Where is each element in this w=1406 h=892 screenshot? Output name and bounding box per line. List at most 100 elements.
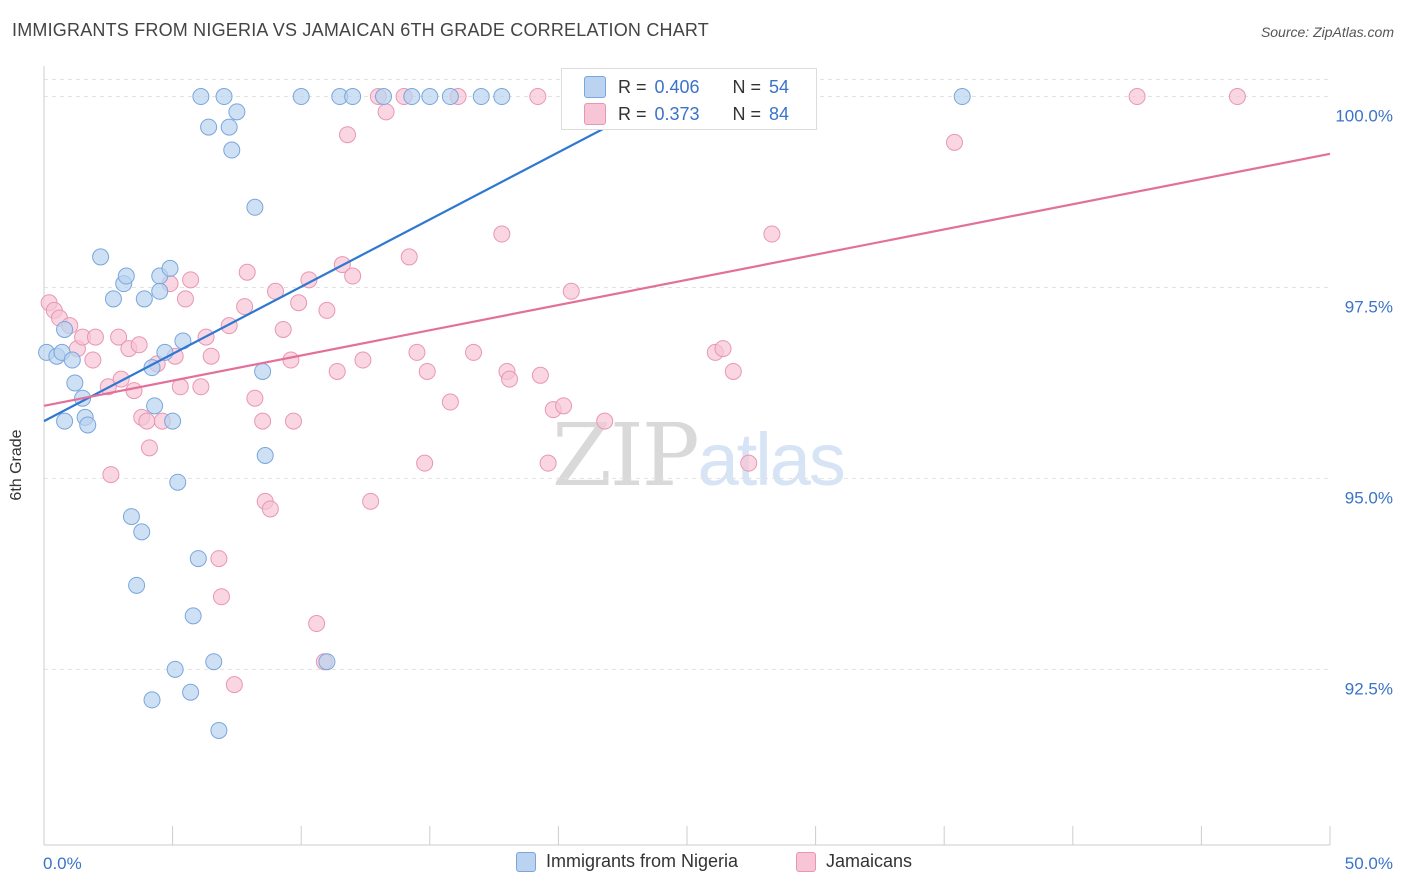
y-tick-label: 95.0% xyxy=(1345,488,1393,507)
jamaicans-point xyxy=(140,439,158,457)
nigeria-point xyxy=(161,259,179,277)
jamaicans-point xyxy=(261,500,279,518)
x-tick-label: 50.0% xyxy=(1345,854,1393,873)
jamaicans-point xyxy=(182,271,200,289)
nigeria-point xyxy=(318,653,336,671)
nigeria-point xyxy=(210,721,228,739)
nigeria-points xyxy=(38,88,971,739)
nigeria-point xyxy=(192,88,210,106)
nigeria-swatch xyxy=(584,76,606,98)
axes xyxy=(43,66,1331,846)
stats-row-nigeria: R = 0.406 N = 54 xyxy=(584,74,789,100)
nigeria-point xyxy=(79,416,97,434)
jamaicans-point xyxy=(220,317,238,335)
r-value: 0.373 xyxy=(654,103,700,124)
tick-labels: 92.5% 95.0% 97.5% 100.0% 0.0% 50.0% xyxy=(43,107,1393,873)
jamaicans-trend-line xyxy=(43,152,1331,407)
legend-label-nigeria: Immigrants from Nigeria xyxy=(546,851,739,871)
jamaicans-point xyxy=(416,454,434,472)
watermark: ZIPatlas xyxy=(552,406,846,506)
jamaicans-points xyxy=(40,88,1246,694)
trend-lines xyxy=(43,84,1331,423)
jamaicans-point xyxy=(529,88,547,106)
legend-swatch-jamaicans xyxy=(796,851,816,872)
jamaicans-point xyxy=(539,454,557,472)
jamaicans-point xyxy=(274,320,292,338)
stats-legend-box: R = 0.406 N = 54 R = 0.373 N = 84 xyxy=(561,68,817,130)
y-tick-label: 92.5% xyxy=(1345,679,1393,698)
legend-item-jamaicans[interactable]: Jamaicans xyxy=(796,851,912,872)
stats-row-jamaicans: R = 0.373 N = 84 xyxy=(584,101,789,127)
nigeria-point xyxy=(403,88,421,106)
nigeria-point xyxy=(421,88,439,106)
jamaicans-point xyxy=(308,615,326,633)
nigeria-point xyxy=(166,660,184,678)
y-axis-label: 6th Grade xyxy=(8,429,25,501)
nigeria-point xyxy=(223,141,241,159)
nigeria-point xyxy=(375,88,393,106)
source-credit: Source: ZipAtlas.com xyxy=(1260,24,1394,40)
jamaicans-point xyxy=(338,126,356,144)
legend-item-nigeria[interactable]: Immigrants from Nigeria xyxy=(516,851,738,872)
legend-label-jamaicans: Jamaicans xyxy=(826,851,913,871)
grid-lines xyxy=(44,79,1330,670)
jamaicans-point xyxy=(138,412,156,430)
jamaicans-point xyxy=(282,351,300,369)
nigeria-point xyxy=(205,653,223,671)
nigeria-point xyxy=(254,362,272,380)
jamaicans-point xyxy=(555,397,573,415)
jamaicans-point xyxy=(344,267,362,285)
jamaicans-point xyxy=(400,248,418,266)
watermark-zip: ZIP xyxy=(552,406,700,506)
jamaicans-point xyxy=(192,378,210,396)
jamaicans-point xyxy=(246,389,264,407)
jamaicans-point xyxy=(465,343,483,361)
nigeria-point xyxy=(344,88,362,106)
jamaicans-swatch xyxy=(584,103,606,125)
nigeria-point xyxy=(92,248,110,266)
nigeria-point xyxy=(441,88,459,106)
nigeria-point xyxy=(151,282,169,300)
nigeria-point xyxy=(472,88,490,106)
jamaicans-point xyxy=(238,263,256,281)
jamaicans-point xyxy=(562,282,580,300)
nigeria-point xyxy=(117,267,135,285)
jamaicans-point xyxy=(284,412,302,430)
nigeria-point xyxy=(493,88,511,106)
bottom-legend: Immigrants from Nigeria Jamaicans xyxy=(0,851,1406,877)
jamaicans-point xyxy=(945,133,963,151)
nigeria-point xyxy=(200,118,218,136)
nigeria-point xyxy=(104,290,122,308)
nigeria-point xyxy=(220,118,238,136)
y-tick-label: 97.5% xyxy=(1345,297,1393,316)
jamaicans-point xyxy=(110,328,128,346)
y-tick-label: 100.0% xyxy=(1335,107,1393,126)
jamaicans-point xyxy=(493,225,511,243)
jamaicans-point xyxy=(176,290,194,308)
jamaicans-point xyxy=(714,340,732,358)
jamaicans-point xyxy=(377,103,395,121)
r-label: R = xyxy=(618,103,647,124)
nigeria-point xyxy=(122,508,140,526)
nigeria-point xyxy=(215,88,233,106)
jamaicans-point xyxy=(86,328,104,346)
jamaicans-point xyxy=(418,362,436,380)
jamaicans-point xyxy=(441,393,459,411)
jamaicans-point xyxy=(202,347,220,365)
jamaicans-point xyxy=(318,301,336,319)
nigeria-point xyxy=(256,447,274,464)
x-tick-label: 0.0% xyxy=(43,854,82,873)
jamaicans-point xyxy=(130,336,148,354)
nigeria-point xyxy=(169,473,187,491)
nigeria-point xyxy=(133,523,151,541)
watermark-atlas: atlas xyxy=(697,418,846,501)
jamaicans-point xyxy=(354,351,372,369)
nigeria-point xyxy=(246,198,264,216)
jamaicans-point xyxy=(290,294,308,312)
jamaicans-point xyxy=(596,412,614,430)
jamaicans-point xyxy=(740,454,758,472)
nigeria-point xyxy=(56,412,74,430)
jamaicans-point xyxy=(84,351,102,369)
jamaicans-point xyxy=(254,412,272,430)
